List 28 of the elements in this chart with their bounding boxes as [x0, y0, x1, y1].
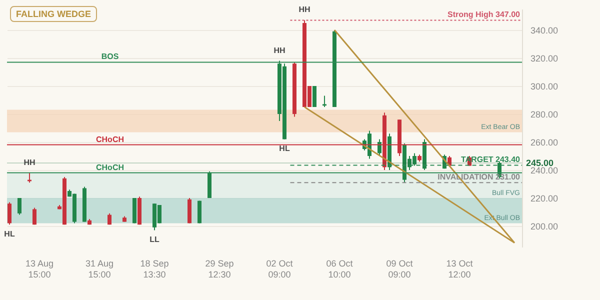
ref-line-label: Strong High 347.00	[448, 10, 521, 20]
ref-line-label: CHoCH	[96, 162, 124, 172]
ref-line-label: BOS	[101, 52, 120, 62]
annotation: HH	[24, 158, 36, 167]
y-tick-label: 280.00	[530, 110, 558, 120]
x-tick-label: 02 Oct 09:00	[266, 258, 294, 280]
y-tick-label: 200.00	[530, 222, 558, 232]
ref-line-label: 245.00	[526, 158, 554, 168]
x-tick-label: 06 Oct 10:00	[326, 258, 354, 280]
annotation: HL	[4, 230, 15, 239]
ref-line-label: CHoCH	[96, 134, 124, 144]
annotation: HL	[279, 144, 290, 154]
x-tick-label: 18 Sep 13:30	[140, 258, 169, 280]
y-tick-label: 240.00	[530, 166, 558, 176]
y-tick-label: 220.00	[530, 194, 558, 204]
x-tick-label: 13 Aug 15:00	[25, 258, 54, 280]
annotation: LL	[150, 235, 160, 244]
y-tick-label: 340.00	[530, 26, 558, 36]
x-tick-label: 13 Oct 12:00	[446, 258, 474, 280]
x-tick-label: 09 Oct 09:00	[386, 258, 414, 280]
y-tick-label: 260.00	[530, 138, 558, 148]
y-tick-label: 320.00	[530, 54, 558, 64]
chart-title: FALLING WEDGE	[10, 6, 97, 22]
annotation: HH	[298, 5, 310, 14]
annotation: HH	[274, 46, 286, 55]
y-tick-label: 300.00	[530, 82, 558, 92]
x-tick-label: 31 Aug 15:00	[85, 258, 114, 280]
x-tick-label: 29 Sep 12:30	[205, 258, 234, 280]
